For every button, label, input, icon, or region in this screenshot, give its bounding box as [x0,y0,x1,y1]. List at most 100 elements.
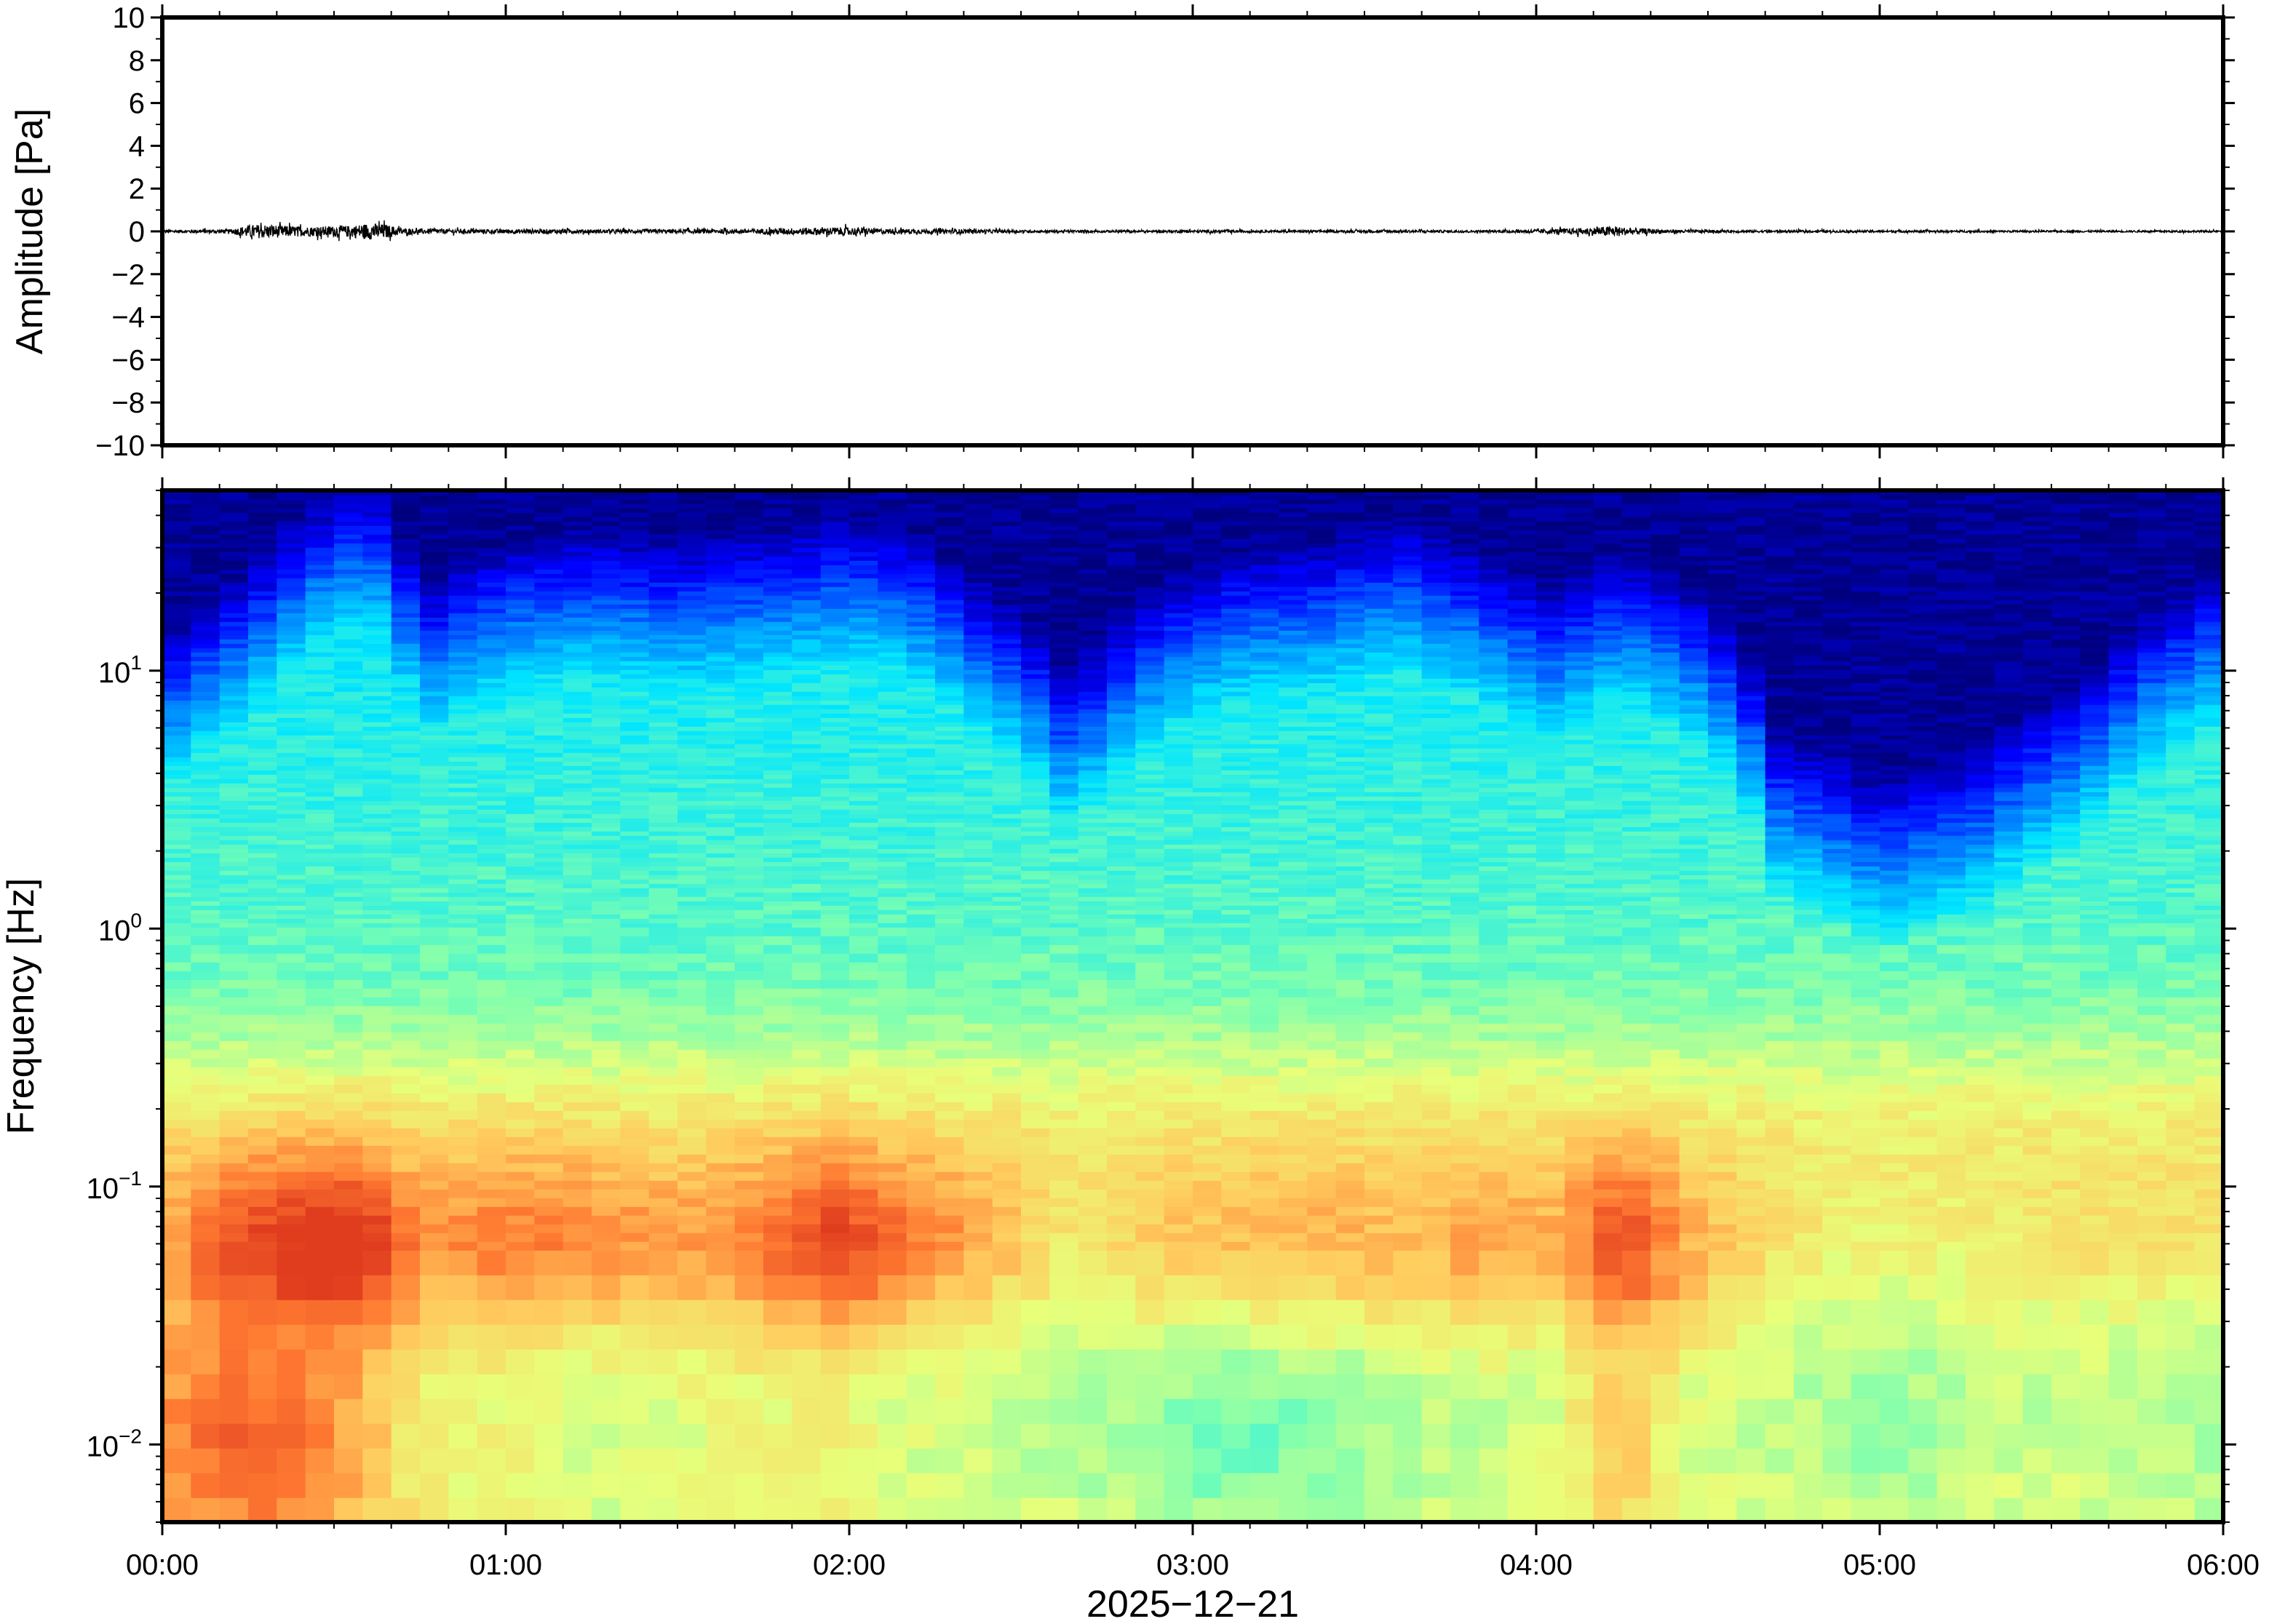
spectrogram-cell [620,971,649,980]
spectrogram-cell [792,634,821,640]
spectrogram-cell [592,896,621,901]
spectrogram-cell [935,844,964,849]
spectrogram-cell [563,713,592,718]
spectrogram-cell [935,547,964,552]
spectrogram-cell [448,1128,477,1137]
spectrogram-cell [220,674,249,679]
spectrogram-cell [649,787,678,792]
spectrogram-cell [592,495,621,500]
spectrogram-cell [993,831,1022,836]
spectrogram-cell [763,848,792,853]
spectrogram-cell [334,805,363,810]
spectrogram-cell [993,848,1022,853]
spectrogram-cell [763,700,792,705]
spectrogram-cell [362,857,392,862]
spectrogram-cell [706,1250,735,1275]
spectrogram-cell [448,1032,477,1041]
spectrogram-cell [620,573,649,578]
spectrogram-cell [534,1423,563,1449]
spectrogram-cell [392,744,421,749]
spectrogram-cell [1049,739,1078,744]
spectrogram-cell [191,813,220,819]
spectrogram-cell [220,1058,249,1067]
spectrogram-cell [821,744,850,749]
spectrogram-cell [1078,896,1108,901]
spectrogram-cell [420,805,449,810]
spectrogram-cell [191,1423,220,1449]
spectrogram-cell [849,1423,878,1449]
spectrogram-cell [849,1324,878,1350]
spectrogram-cell [907,1006,936,1015]
spectrogram-cell [963,914,993,919]
spectrogram-cell [477,853,506,858]
spectrogram-cell [277,892,306,897]
spectrogram-cell [162,1145,191,1155]
spectrogram-cell [677,521,707,526]
spectrogram-cell [534,927,563,936]
spectrogram-cell [993,1006,1022,1015]
spectrogram-cell [248,888,277,893]
spectrogram-cell [334,495,363,500]
spectrogram-cell [963,678,993,683]
spectrogram-cell [392,709,421,714]
spectrogram-cell [448,643,477,648]
spectrogram-cell [735,508,764,513]
spectrogram-cell [1049,569,1078,574]
spectrogram-cell [821,927,850,936]
spectrogram-cell [706,678,735,683]
spectrogram-cell [563,1324,592,1350]
spectrogram-cell [362,953,392,963]
spectrogram-cell [420,765,449,771]
spectrogram-cell [677,517,707,522]
spectrogram-cell [248,713,277,718]
spectrogram-cell [706,1075,735,1085]
spectrogram-cell [907,534,936,539]
spectrogram-cell [306,792,335,797]
spectrogram-cell [763,648,792,653]
spectrogram-cell [935,936,964,945]
spectrogram-cell [191,499,220,504]
spectrogram-cell [907,652,936,657]
spectrogram-cell [1021,918,1050,923]
spectrogram-cell [592,1241,621,1251]
spectrogram-cell [1021,517,1050,522]
spectrogram-cell [220,512,249,517]
spectrogram-cell [620,744,649,749]
spectrogram-cell [963,1299,993,1325]
spectrogram-cell [792,669,821,674]
spectrogram-cell [392,648,421,653]
spectrogram-cell [362,1189,392,1198]
spectrogram-cell [248,896,277,901]
spectrogram-cell [878,765,907,771]
spectrogram-cell [735,626,764,631]
spectrogram-cell [563,1110,592,1120]
spectrogram-cell [191,595,220,600]
spectrogram-cell [993,1398,1022,1424]
spectrogram-cell [592,792,621,797]
spectrogram-cell [763,717,792,723]
spectrogram-cell [563,709,592,714]
spectrogram-cell [448,639,477,644]
spectrogram-cell [792,822,821,827]
spectrogram-cell [620,800,649,805]
spectrogram-cell [563,809,592,814]
spectrogram-cell [792,1189,821,1198]
spectrogram-cell [1049,962,1078,971]
spectrogram-cell [563,744,592,749]
spectrogram-cell [592,503,621,509]
spectrogram-cell [220,861,249,867]
spectrogram-cell [248,691,277,696]
spectrogram-cell [763,953,792,963]
spectrogram-cell [220,1119,249,1129]
spectrogram-cell [220,613,249,618]
spectrogram-cell [1078,700,1108,705]
spectrogram-cell [963,1023,993,1032]
spectrogram-cell [334,765,363,771]
spectrogram-cell [878,1023,907,1032]
spectrogram-cell [191,560,220,565]
spectrogram-cell [306,1084,335,1094]
spectrogram-cell [534,1040,563,1050]
spectrogram-cell [735,1154,764,1163]
spectrogram-cell [620,735,649,740]
spectrogram-cell [821,757,850,762]
